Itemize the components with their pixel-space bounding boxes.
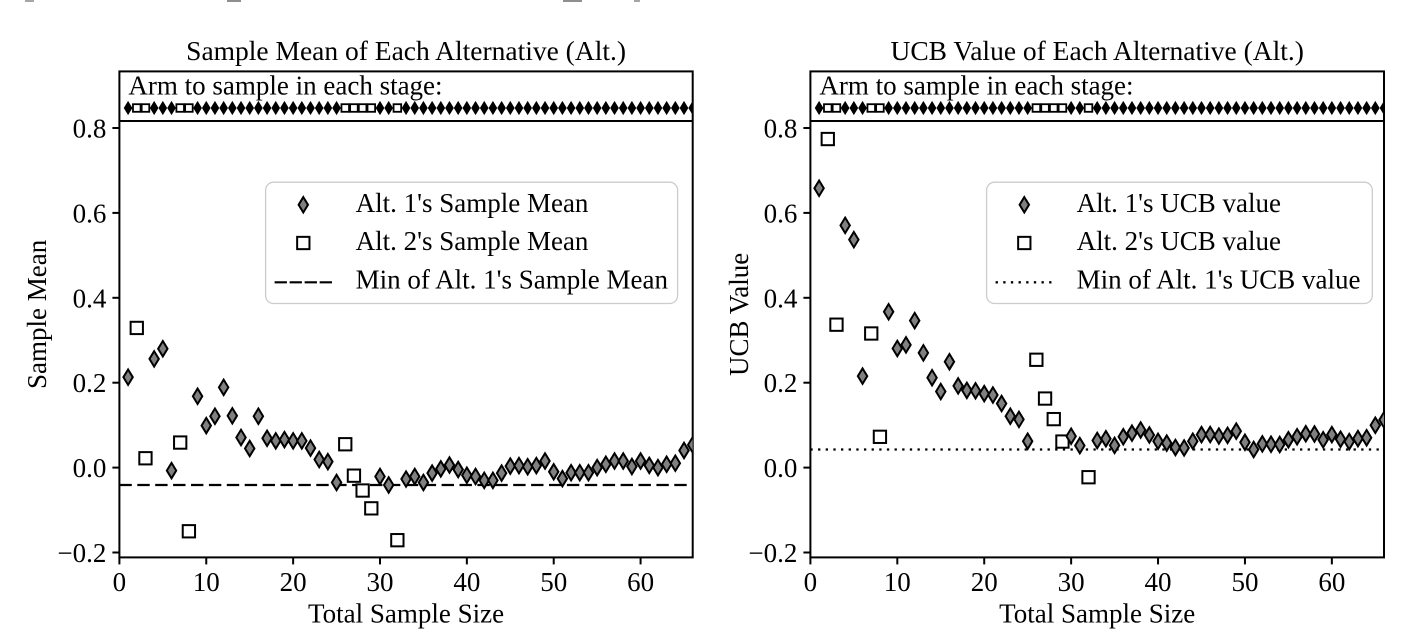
svg-text:Arm to sample in each stage:: Arm to sample in each stage: bbox=[819, 71, 1133, 101]
svg-text:Sample Mean of Each Alternativ: Sample Mean of Each Alternative (Alt.) bbox=[186, 35, 626, 66]
svg-text:40: 40 bbox=[453, 567, 480, 597]
svg-text:0: 0 bbox=[113, 567, 127, 597]
svg-text:0.6: 0.6 bbox=[73, 198, 107, 228]
svg-text:Sample Mean: Sample Mean bbox=[22, 239, 52, 389]
svg-text:Min of Alt. 1's Sample Mean: Min of Alt. 1's Sample Mean bbox=[356, 265, 669, 295]
svg-text:Alt. 1's UCB value: Alt. 1's UCB value bbox=[1077, 188, 1281, 218]
svg-text:0.4: 0.4 bbox=[764, 283, 798, 313]
svg-text:60: 60 bbox=[1318, 567, 1345, 597]
svg-text:0.0: 0.0 bbox=[764, 453, 798, 483]
svg-text:30: 30 bbox=[1058, 567, 1085, 597]
svg-text:50: 50 bbox=[1231, 567, 1258, 597]
svg-text:Alt. 2's Sample Mean: Alt. 2's Sample Mean bbox=[356, 226, 589, 256]
svg-text:20: 20 bbox=[280, 567, 307, 597]
svg-text:Min of Alt. 1's UCB value: Min of Alt. 1's UCB value bbox=[1077, 265, 1361, 295]
svg-text:20: 20 bbox=[971, 567, 998, 597]
svg-text:40: 40 bbox=[1145, 567, 1172, 597]
svg-text:−0.2: −0.2 bbox=[57, 538, 106, 568]
svg-text:50: 50 bbox=[540, 567, 567, 597]
svg-text:30: 30 bbox=[366, 567, 393, 597]
svg-text:0.8: 0.8 bbox=[764, 114, 798, 144]
svg-text:0.2: 0.2 bbox=[73, 368, 107, 398]
svg-text:−0.2: −0.2 bbox=[748, 538, 797, 568]
svg-text:0.6: 0.6 bbox=[764, 198, 798, 228]
svg-text:Total Sample Size: Total Sample Size bbox=[999, 598, 1195, 628]
svg-text:0.8: 0.8 bbox=[73, 114, 107, 144]
svg-text:0: 0 bbox=[804, 567, 818, 597]
svg-text:10: 10 bbox=[884, 567, 911, 597]
svg-text:Alt. 1's Sample Mean: Alt. 1's Sample Mean bbox=[356, 188, 589, 218]
svg-text:0.2: 0.2 bbox=[764, 368, 798, 398]
svg-text:UCB Value of Each Alternative: UCB Value of Each Alternative (Alt.) bbox=[890, 35, 1303, 66]
svg-text:Total Sample Size: Total Sample Size bbox=[308, 598, 504, 628]
svg-text:10: 10 bbox=[193, 567, 220, 597]
svg-text:60: 60 bbox=[627, 567, 654, 597]
svg-text:0.0: 0.0 bbox=[73, 453, 107, 483]
svg-text:0.4: 0.4 bbox=[73, 283, 107, 313]
svg-text:Arm to sample in each stage:: Arm to sample in each stage: bbox=[128, 71, 442, 101]
svg-text:UCB Value: UCB Value bbox=[724, 253, 754, 376]
svg-text:Alt. 2's UCB value: Alt. 2's UCB value bbox=[1077, 226, 1281, 256]
